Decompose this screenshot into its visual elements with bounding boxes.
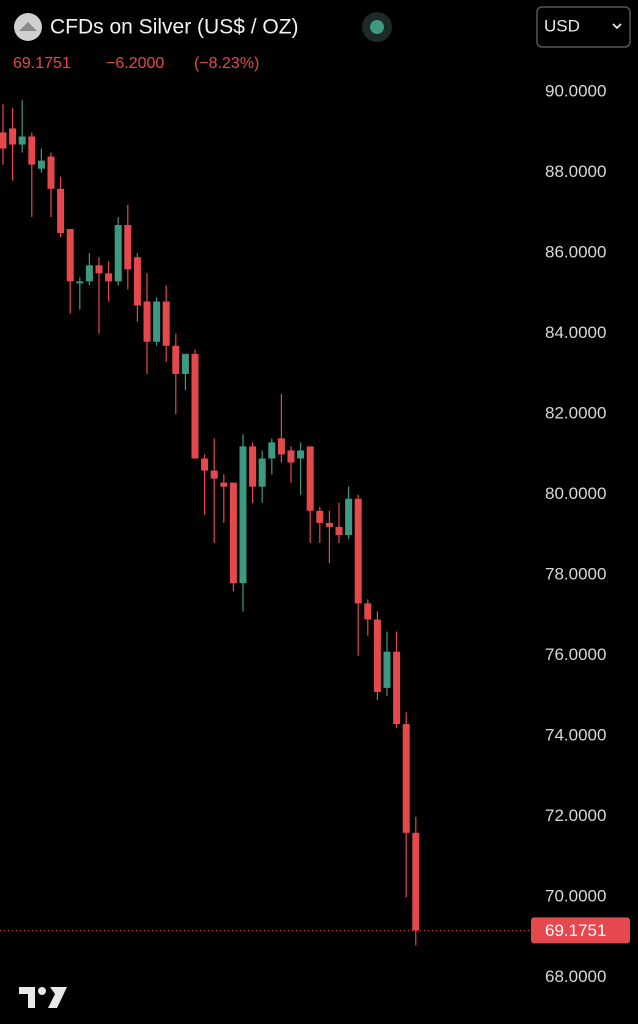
tv-logo xyxy=(19,987,67,1008)
candle-body xyxy=(325,522,333,527)
candle-body xyxy=(393,651,401,725)
candle-body xyxy=(316,510,324,523)
candle-body xyxy=(85,265,93,282)
candle-body xyxy=(402,724,410,833)
candle-body xyxy=(105,273,113,282)
candle-body xyxy=(153,301,161,342)
candle-body xyxy=(268,442,276,459)
currency-label[interactable]: USD xyxy=(544,16,580,35)
candle-body xyxy=(373,619,381,692)
candle-body xyxy=(345,498,353,535)
y-tick-label: 84.0000 xyxy=(545,323,606,342)
candle-body xyxy=(412,832,420,931)
logo-part xyxy=(48,987,67,1008)
candle-body xyxy=(297,450,305,459)
last-price-label: 69.1751 xyxy=(545,921,606,940)
y-tick-label: 70.0000 xyxy=(545,887,606,906)
candle-body xyxy=(249,446,257,487)
last-price: 69.1751 xyxy=(13,55,71,72)
candle-body xyxy=(162,301,170,346)
candle-body xyxy=(306,446,314,511)
candle-body xyxy=(76,281,84,284)
header: CFDs on Silver (US$ / OZ) 69.1751 −6.200… xyxy=(13,6,631,72)
candle-body xyxy=(229,482,237,584)
candle-body xyxy=(143,301,151,342)
candle-body xyxy=(124,225,132,270)
candle-body xyxy=(287,450,295,463)
status-dot xyxy=(370,20,384,34)
candle-body xyxy=(364,603,372,620)
candle-body xyxy=(95,265,103,274)
candle-body xyxy=(9,128,17,145)
logo-part xyxy=(38,987,46,995)
y-tick-label: 88.0000 xyxy=(545,162,606,181)
change: −6.2000 xyxy=(106,55,164,72)
candle-body xyxy=(335,526,343,535)
y-tick-label: 90.0000 xyxy=(545,82,606,101)
y-tick-label: 72.0000 xyxy=(545,806,606,825)
y-tick-label: 74.0000 xyxy=(545,726,606,745)
y-tick-label: 78.0000 xyxy=(545,565,606,584)
candle-body xyxy=(47,156,55,189)
candle-body xyxy=(181,353,189,374)
candle-body xyxy=(220,482,228,487)
candle-body xyxy=(354,498,362,604)
last-price-tag xyxy=(531,917,630,944)
candle-body xyxy=(114,225,122,282)
candle-body xyxy=(133,257,141,306)
y-tick-label: 82.0000 xyxy=(545,404,606,423)
candle-body xyxy=(172,345,180,374)
y-tick-label: 86.0000 xyxy=(545,243,606,262)
chevron[interactable] xyxy=(612,23,622,30)
candle-body xyxy=(57,188,65,234)
candle-body xyxy=(191,353,199,459)
y-tick-label: 68.0000 xyxy=(545,967,606,986)
candle-body xyxy=(28,136,36,165)
candle-body xyxy=(277,438,285,455)
candle-body xyxy=(210,470,218,479)
currency-button[interactable] xyxy=(536,6,631,48)
candle-body xyxy=(0,132,7,149)
candle-body xyxy=(66,229,74,282)
candle-body xyxy=(258,458,266,487)
symbol-icon-glyph xyxy=(19,22,37,31)
title: CFDs on Silver (US$ / OZ) xyxy=(50,16,299,39)
candle-body xyxy=(383,651,391,688)
currency-select[interactable]: USD xyxy=(536,6,631,48)
candle-body xyxy=(18,136,26,145)
candle-body xyxy=(37,160,45,169)
candle-body xyxy=(239,446,247,584)
logo-part xyxy=(19,987,35,1008)
y-tick-label: 80.0000 xyxy=(545,484,606,503)
change-pct: (−8.23%) xyxy=(194,55,259,72)
y-tick-label: 76.0000 xyxy=(545,645,606,664)
candle-body xyxy=(201,458,209,471)
